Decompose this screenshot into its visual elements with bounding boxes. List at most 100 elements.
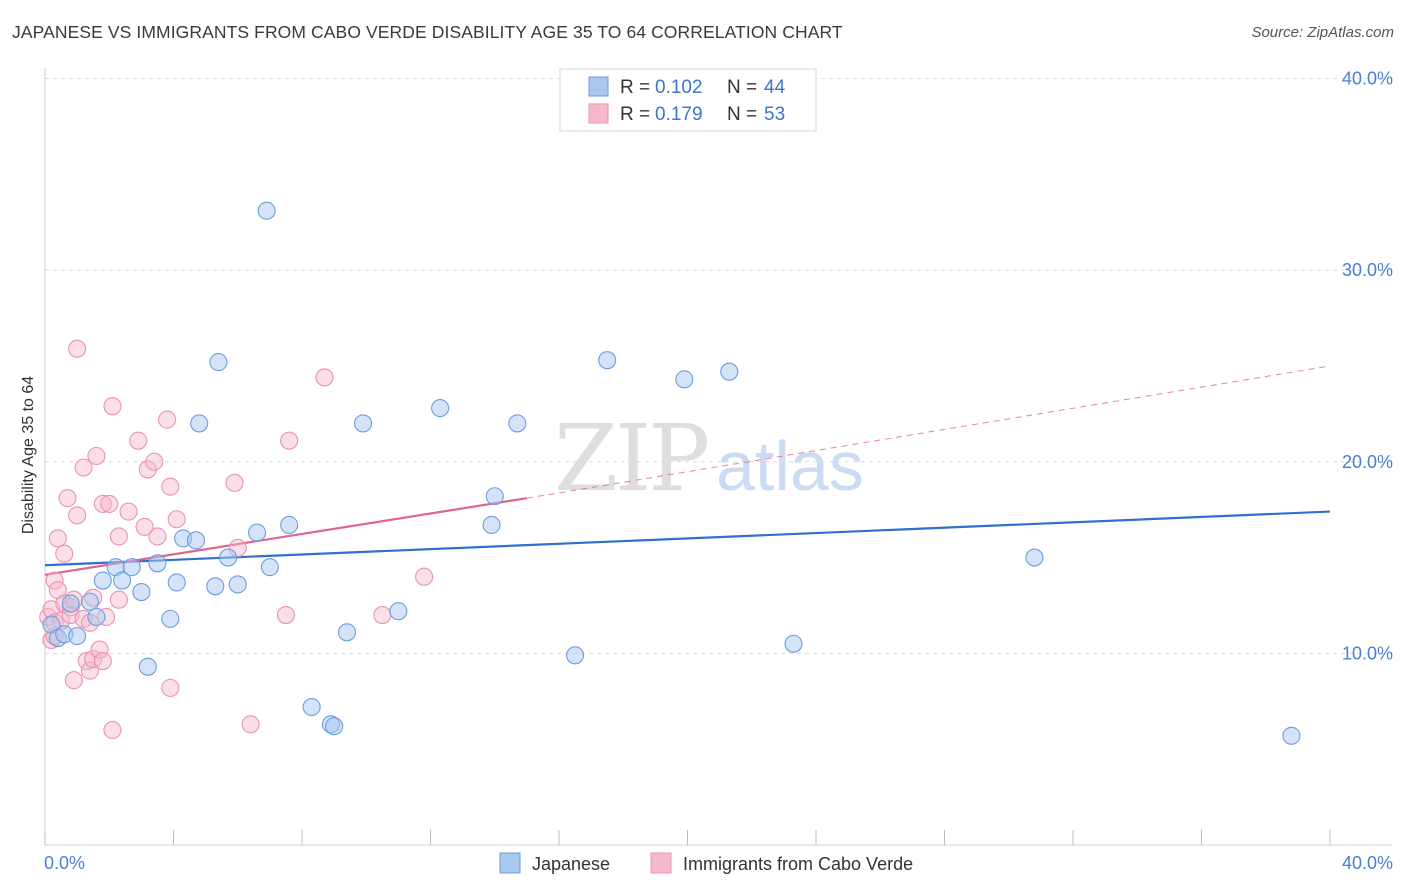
data-point-cabo-verde (103, 397, 122, 416)
trend-line-japanese (44, 510, 1331, 567)
legend-n-value: 44 (764, 77, 786, 98)
data-point-japanese (206, 577, 225, 596)
data-point-japanese (148, 554, 167, 573)
data-point-japanese (675, 370, 694, 389)
data-point-japanese (389, 602, 408, 621)
bottom-legend-swatch-japanese (499, 852, 521, 874)
data-point-japanese (280, 515, 299, 535)
x-tick-labels: 0.0% 40.0% (44, 853, 1393, 873)
gridlines (45, 78, 1392, 654)
y-tick-label: 10.0% (1342, 643, 1393, 663)
data-point-japanese (113, 571, 132, 590)
legend-swatch-japanese (588, 76, 609, 97)
data-point-cabo-verde (158, 410, 177, 429)
data-point-japanese (186, 531, 206, 550)
data-point-japanese (302, 697, 321, 717)
data-point-japanese (353, 414, 373, 433)
data-point-japanese (257, 201, 276, 220)
legend-r-label: R = (620, 77, 650, 98)
legend-r-label: R = (620, 104, 650, 125)
data-point-cabo-verde (87, 446, 106, 466)
data-point-cabo-verde (138, 460, 157, 479)
data-point-japanese (485, 487, 504, 506)
data-point-japanese (784, 634, 803, 653)
y-tick-label: 30.0% (1342, 260, 1393, 280)
chart-title: JAPANESE VS IMMIGRANTS FROM CABO VERDE D… (12, 22, 843, 42)
data-point-cabo-verde (93, 651, 112, 671)
legend-box: R = 0.102 N = 44 R = 0.179 N = 53 (559, 68, 817, 132)
data-point-cabo-verde (161, 678, 180, 697)
data-point-cabo-verde (100, 494, 119, 513)
data-point-cabo-verde (315, 368, 334, 387)
legend-n-label: N = (727, 77, 757, 98)
data-point-japanese (247, 523, 267, 542)
bottom-legend-swatch-cabo-verde (650, 852, 672, 874)
data-point-cabo-verde (135, 517, 154, 536)
data-point-japanese (190, 414, 209, 433)
data-point-cabo-verde (225, 473, 244, 492)
data-point-japanese (167, 573, 186, 592)
data-point-japanese (61, 594, 80, 613)
data-point-cabo-verde (77, 651, 96, 671)
data-point-japanese (80, 592, 100, 611)
data-point-japanese (209, 353, 228, 372)
data-point-cabo-verde (280, 431, 299, 450)
data-point-cabo-verde (68, 506, 87, 525)
watermark-atlas: atlas (716, 427, 864, 505)
source-label: Source: ZipAtlas.com (1251, 24, 1394, 41)
watermark-zip: ZIP (554, 405, 707, 512)
watermark: ZIP atlas (554, 405, 864, 512)
data-point-japanese (132, 583, 151, 602)
data-point-japanese (68, 627, 87, 646)
data-point-japanese (508, 414, 527, 433)
x-tick-label: 40.0% (1342, 853, 1393, 873)
bottom-legend-cabo-verde: Immigrants from Cabo Verde (683, 854, 913, 874)
data-point-japanese (260, 558, 279, 577)
data-point-cabo-verde (167, 510, 186, 529)
data-point-cabo-verde (58, 489, 77, 508)
data-point-japanese (1282, 726, 1301, 745)
axes (44, 68, 1392, 846)
data-point-japanese (138, 657, 157, 676)
data-point-cabo-verde (64, 671, 83, 690)
data-point-cabo-verde (148, 527, 167, 546)
data-point-japanese (219, 548, 238, 567)
data-point-cabo-verde (68, 339, 87, 358)
data-point-japanese (87, 607, 106, 627)
x-tick-label: 0.0% (44, 853, 85, 873)
data-point-japanese (122, 558, 141, 577)
data-point-cabo-verde (48, 529, 67, 548)
bottom-legend-japanese: Japanese (532, 854, 610, 874)
y-tick-label: 20.0% (1342, 452, 1393, 472)
data-point-cabo-verde (241, 715, 260, 734)
data-point-japanese (228, 575, 247, 594)
data-point-cabo-verde (103, 720, 122, 740)
data-point-japanese (161, 609, 180, 628)
data-point-japanese (482, 515, 501, 535)
y-tick-labels: 10.0% 20.0% 30.0% 40.0% (1342, 69, 1393, 664)
y-axis-label: Disability Age 35 to 64 (20, 376, 37, 534)
series-cabo-verde-points (39, 339, 434, 740)
data-point-japanese (325, 717, 344, 736)
data-point-cabo-verde (145, 452, 164, 471)
data-point-cabo-verde (80, 661, 100, 680)
data-point-cabo-verde (74, 458, 93, 477)
data-point-japanese (93, 571, 112, 590)
data-point-cabo-verde (109, 590, 128, 609)
data-point-cabo-verde (415, 567, 434, 586)
legend-r-value: 0.179 (655, 104, 703, 125)
data-point-cabo-verde (276, 605, 295, 625)
y-tick-label: 40.0% (1342, 69, 1393, 89)
legend-n-label: N = (727, 104, 757, 125)
data-point-cabo-verde (119, 502, 138, 521)
legend-r-value: 0.102 (655, 77, 703, 98)
data-point-japanese (566, 646, 585, 665)
data-point-cabo-verde (93, 494, 112, 513)
data-point-cabo-verde (90, 640, 109, 659)
bottom-legend: Japanese Immigrants from Cabo Verde (499, 852, 913, 874)
data-point-japanese (598, 351, 617, 370)
series-japanese-points (42, 201, 1301, 745)
data-point-japanese (1025, 548, 1044, 567)
legend-n-value: 53 (764, 104, 785, 125)
